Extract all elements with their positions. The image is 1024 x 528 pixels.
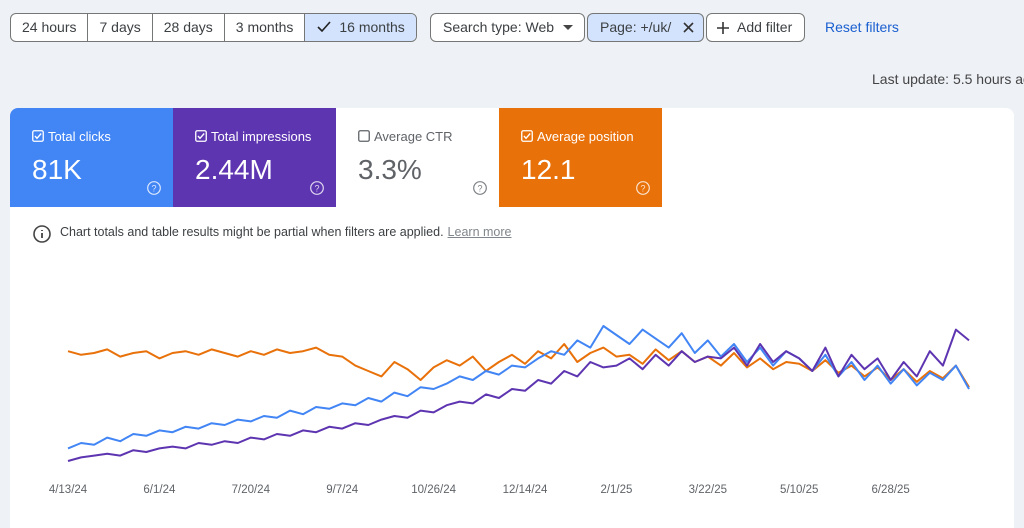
- svg-text:?: ?: [640, 184, 645, 194]
- metric-label: Average position: [537, 129, 634, 144]
- metric-label: Total clicks: [48, 129, 111, 144]
- help-icon[interactable]: ?: [146, 180, 162, 196]
- range-label: 7 days: [99, 19, 141, 35]
- metric-card[interactable]: ? Average position 12.1: [499, 108, 662, 207]
- metric-value: 3.3%: [358, 154, 422, 185]
- performance-panel: ? Total clicks 81K? Total impressions 2.44M?…: [10, 108, 1014, 528]
- metric-label: Average CTR: [374, 129, 453, 144]
- info-icon: [33, 225, 51, 243]
- date-range: 24 hours 7 days 28 days 3 months 16 months: [10, 13, 417, 42]
- x-tick-label: 9/7/24: [326, 484, 359, 496]
- notice: Chart totals and table results might be …: [60, 225, 512, 239]
- series-line: [67, 325, 970, 450]
- checkbox[interactable]: [32, 130, 44, 142]
- search-type-filter[interactable]: Search type: Web: [430, 13, 586, 42]
- metric-value: 2.44M: [195, 154, 273, 185]
- x-tick-label: 6/28/25: [871, 484, 909, 496]
- metric-card[interactable]: ? Total impressions 2.44M: [173, 108, 336, 207]
- learn-more[interactable]: Learn more: [447, 225, 512, 239]
- metric-card[interactable]: ? Total clicks 81K: [10, 108, 173, 207]
- x-tick-label: 7/20/24: [232, 484, 271, 496]
- help-icon[interactable]: ?: [635, 180, 651, 196]
- x-tick-label: 3/22/25: [689, 484, 727, 496]
- range-option[interactable]: 24 hours: [11, 14, 89, 41]
- page: 24 hours 7 days 28 days 3 months 16 months S…: [10, 13, 1024, 528]
- x-tick-label: 6/1/24: [143, 484, 176, 496]
- page-filter[interactable]: Page: +/uk/: [587, 13, 705, 42]
- checkbox[interactable]: [521, 130, 533, 142]
- x-tick-label: 4/13/24: [49, 484, 88, 496]
- range-option[interactable]: 3 months: [225, 14, 306, 41]
- svg-text:?: ?: [314, 184, 319, 194]
- range-option[interactable]: 28 days: [153, 14, 225, 41]
- range-label: 28 days: [163, 19, 213, 35]
- help-icon[interactable]: ?: [472, 180, 488, 196]
- metric-card[interactable]: ? Average CTR 3.3%: [336, 108, 499, 207]
- checkbox[interactable]: [358, 130, 370, 142]
- series-line: [67, 343, 970, 388]
- checkbox[interactable]: [195, 130, 207, 142]
- range-label: 24 hours: [22, 19, 77, 35]
- metric-label: Total impressions: [211, 129, 312, 144]
- range-option[interactable]: 16 months: [305, 14, 416, 41]
- reset-filters[interactable]: Reset filters: [825, 19, 899, 35]
- chart: 4/13/24 6/1/24 7/20/24 9/7/24 10/26/24 12/14/…: [49, 325, 970, 496]
- svg-text:?: ?: [477, 184, 482, 194]
- help-icon[interactable]: ?: [309, 180, 325, 196]
- x-tick-label: 10/26/24: [411, 484, 456, 496]
- x-tick-label: 2/1/25: [600, 484, 632, 496]
- add-filter[interactable]: Add filter: [706, 13, 806, 42]
- x-tick-label: 12/14/24: [503, 484, 548, 496]
- last-update: Last update: 5.5 hours ago: [872, 71, 1024, 87]
- metric-value: 12.1: [521, 154, 576, 185]
- svg-text:?: ?: [151, 184, 156, 194]
- metric-value: 81K: [32, 154, 82, 185]
- range-label: 16 months: [339, 19, 405, 35]
- range-label: 3 months: [235, 19, 294, 35]
- series-line: [67, 328, 970, 462]
- x-tick-label: 5/10/25: [780, 484, 818, 496]
- range-option[interactable]: 7 days: [88, 14, 153, 41]
